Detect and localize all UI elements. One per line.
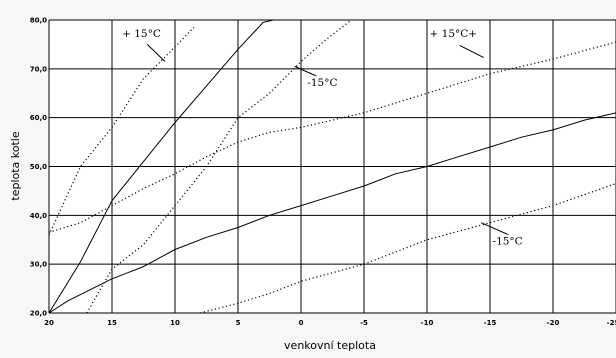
series-layer: [48, 19, 616, 314]
series-line-0: [48, 19, 274, 314]
x-tick-label: 5: [236, 319, 241, 327]
series-line-3: [48, 112, 616, 314]
annotation-bg: [305, 75, 341, 89]
series-line-4: [48, 41, 616, 233]
x-tick-label: -15: [484, 319, 497, 327]
tick-labels: 20 15 10 5 0 -5 -10 -15 -20 -25 20,0 30,0 40,0 50,0 60…: [30, 17, 616, 328]
x-tick-label: -20: [547, 319, 560, 327]
x-tick-label: 0: [299, 319, 304, 327]
x-tick-label: 15: [107, 319, 117, 327]
annotation-leader: [294, 65, 321, 79]
x-axis-title: venkovní teplota: [284, 339, 376, 352]
y-tick-label: 30,0: [30, 261, 47, 269]
series-line-2: [86, 19, 352, 314]
annotation-bg: [427, 27, 475, 41]
series-line-5: [200, 183, 616, 314]
annotation-bg: [490, 234, 526, 248]
grid: [48, 19, 616, 314]
x-tick-label: -10: [421, 319, 434, 327]
x-tick-label: 10: [170, 319, 180, 327]
x-tick-label: 20: [44, 319, 54, 327]
annotation-label: + 15°C: [122, 28, 161, 40]
annotation-bg: [120, 27, 162, 41]
x-tick-label: -25: [607, 319, 616, 327]
y-tick-label: 60,0: [30, 114, 47, 122]
annotation-leader: [480, 222, 510, 236]
y-tick-label: 50,0: [30, 163, 47, 171]
y-tick-label: 70,0: [30, 65, 47, 73]
annotation-leader: [459, 44, 484, 59]
annotations: + 15°C -15°C + 15°C+ -15°C: [120, 27, 526, 248]
annotation-label: + 15°C+: [430, 28, 478, 40]
x-tick-label: -5: [360, 319, 368, 327]
annotation-label: -15°C: [493, 236, 523, 248]
y-tick-label: 80,0: [30, 17, 47, 25]
y-axis-title: teplota kotle: [9, 131, 22, 200]
y-tick-label: 40,0: [30, 212, 47, 220]
annotation-leader: [146, 44, 166, 62]
series-line-1: [48, 26, 195, 236]
y-tick-label: 20,0: [30, 310, 47, 318]
annotation-label: -15°C: [307, 77, 337, 89]
